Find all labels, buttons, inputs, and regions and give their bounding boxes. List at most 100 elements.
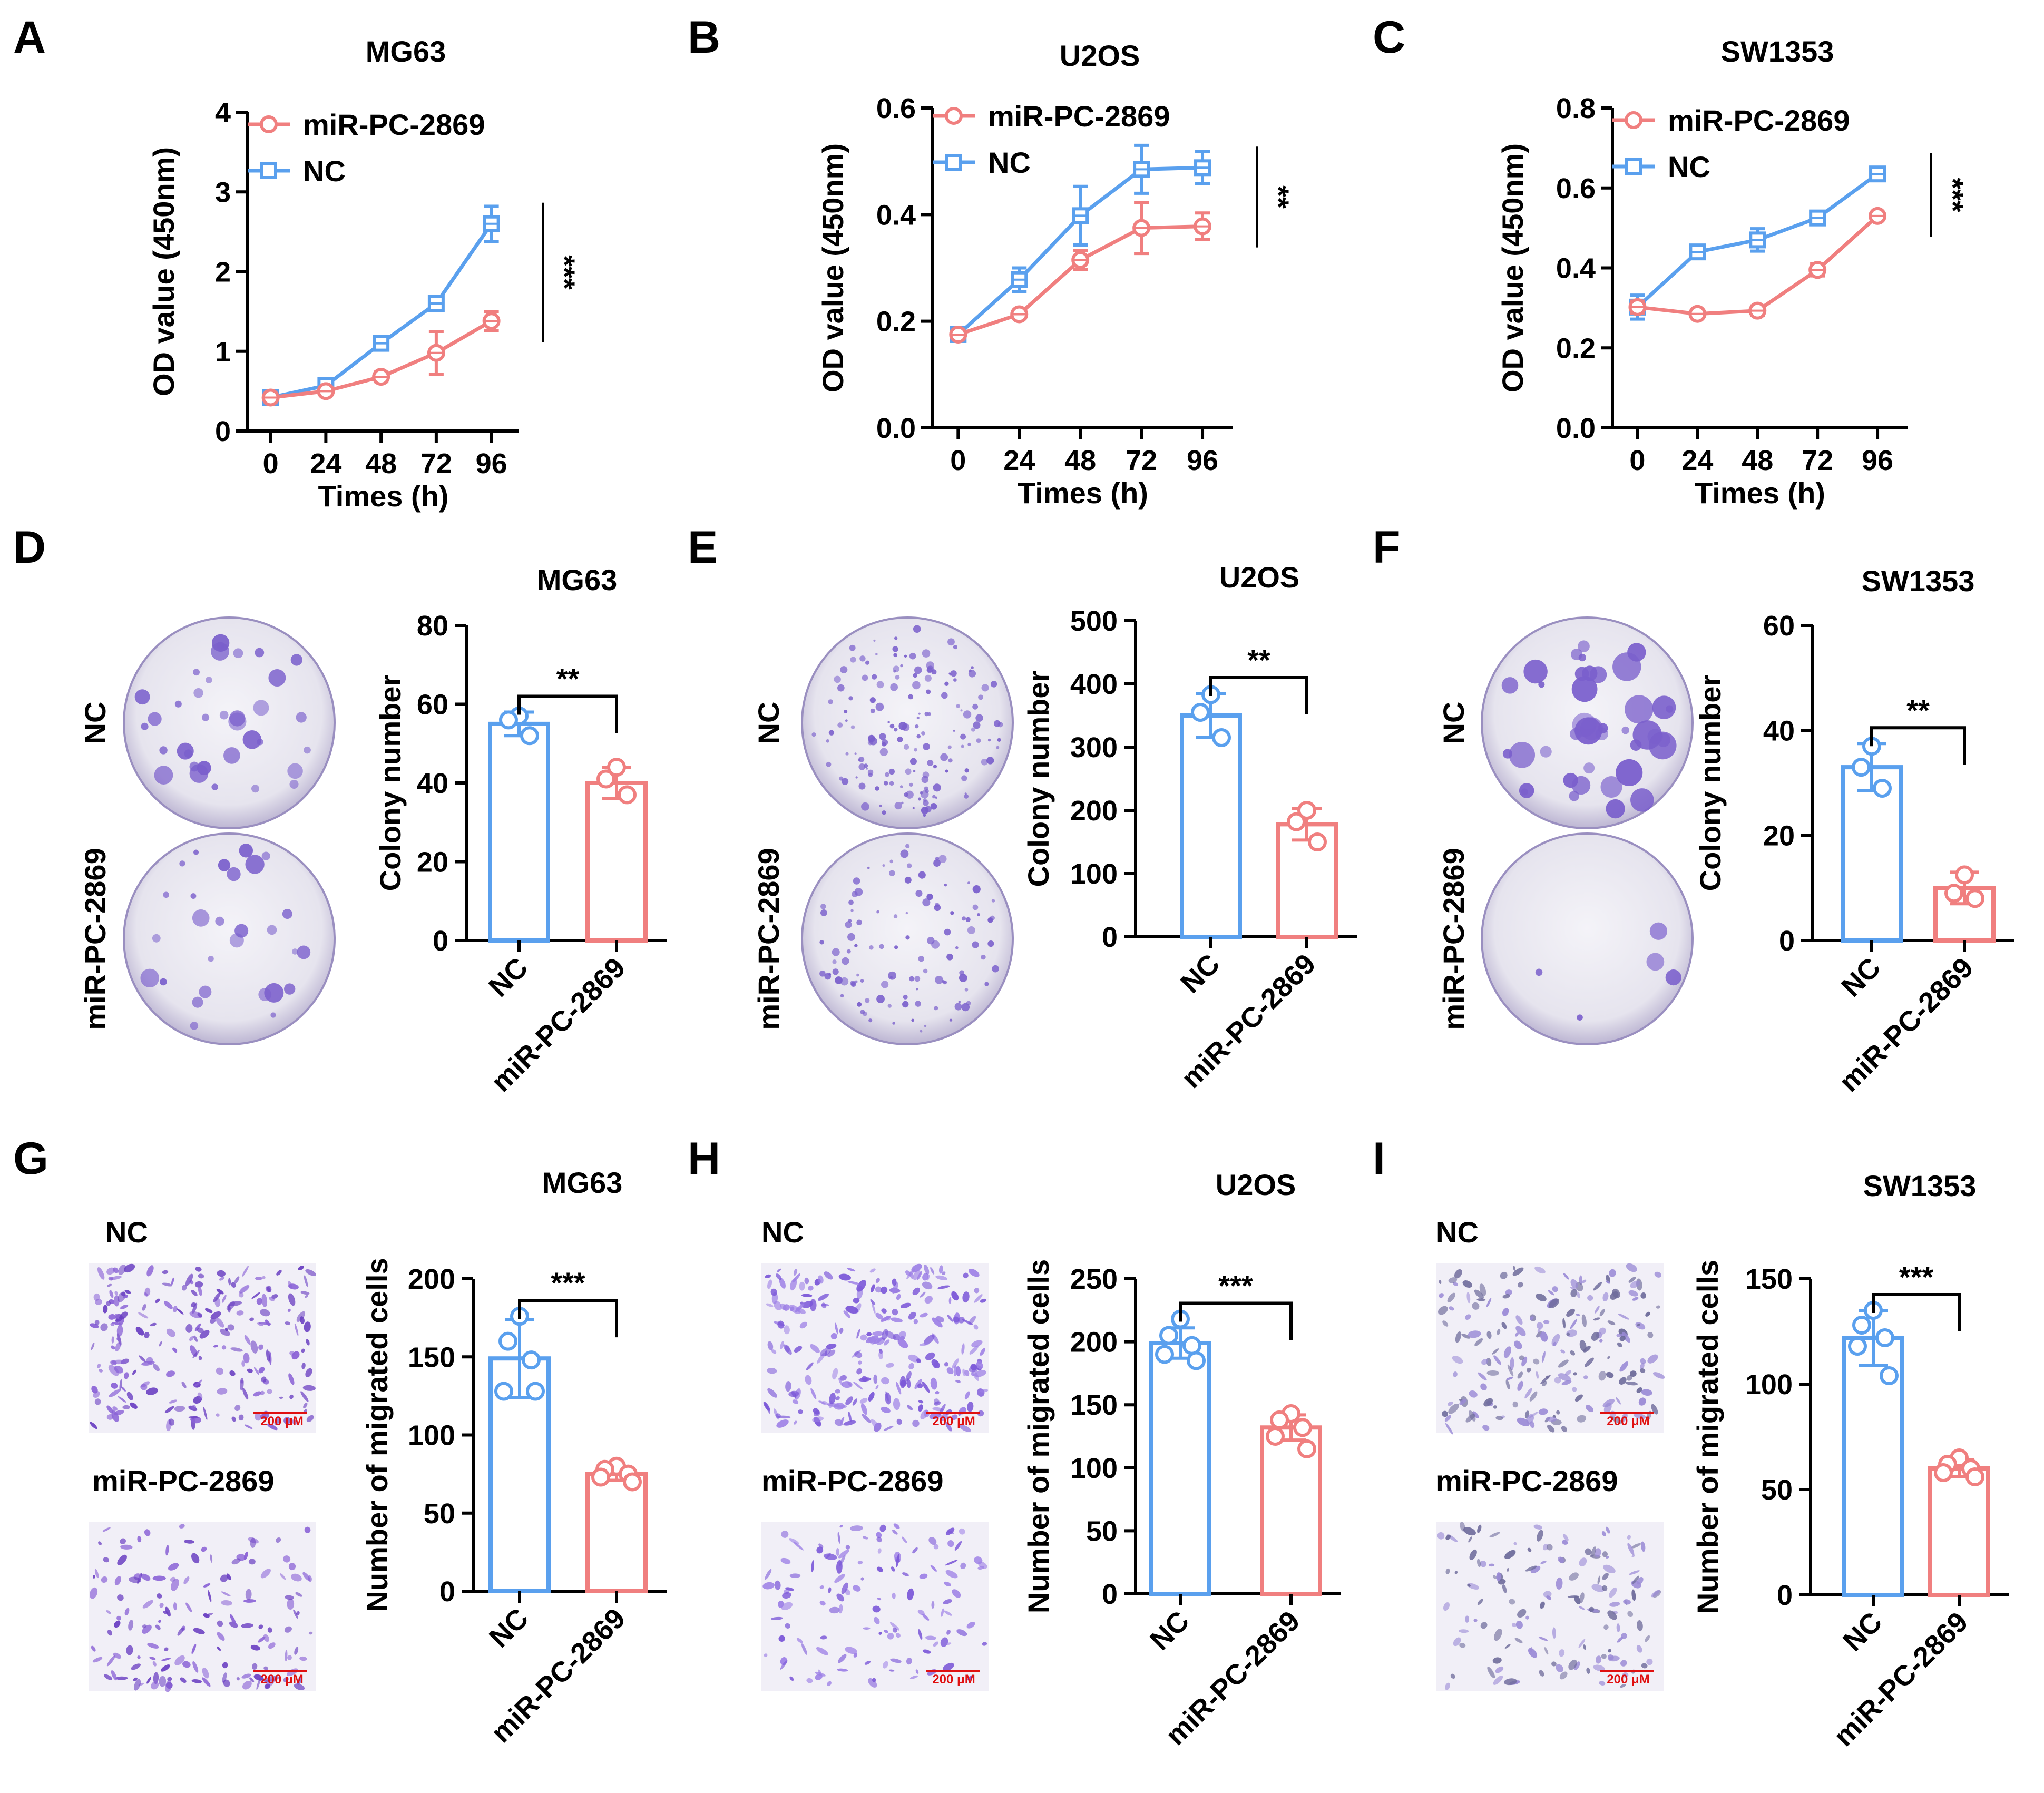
cell: [155, 1298, 160, 1304]
cell: [249, 1317, 254, 1321]
cell: [818, 1543, 824, 1549]
cell: [820, 1347, 832, 1357]
cell: [1488, 1563, 1495, 1567]
cell: [1631, 1543, 1641, 1549]
data-point: [1297, 1439, 1316, 1458]
cell: [115, 1676, 128, 1680]
cell: [204, 1308, 213, 1314]
cell: [1533, 1524, 1543, 1530]
colony: [900, 849, 909, 858]
cell: [1506, 1377, 1513, 1380]
plate-dish: [801, 616, 1014, 829]
cell: [1442, 1410, 1449, 1417]
colony: [922, 898, 931, 907]
colony: [148, 712, 162, 726]
cell: [192, 1302, 198, 1314]
plate-label-nc: NC: [1437, 702, 1470, 744]
colony: [921, 731, 925, 736]
cell: [813, 1408, 819, 1415]
cell: [1529, 1316, 1534, 1320]
colony: [856, 919, 862, 926]
cell: [146, 1357, 153, 1364]
cell: [138, 1312, 149, 1319]
colony: [869, 737, 877, 746]
cell: [234, 1405, 241, 1412]
cell: [1439, 1293, 1444, 1298]
colony: [893, 914, 898, 918]
y-tick-label: 1: [215, 336, 231, 368]
cell: [1656, 1305, 1660, 1309]
cell: [192, 1350, 200, 1358]
micrograph-label-mir: miR-PC-2869: [761, 1464, 943, 1497]
bar-mir-pc-2869: [585, 1472, 648, 1593]
cell: [944, 1581, 951, 1586]
colony: [215, 916, 224, 926]
colony: [997, 738, 1001, 742]
cell: [1607, 1356, 1610, 1359]
colony: [920, 1030, 923, 1033]
cell: [875, 1385, 879, 1390]
cell: [260, 1309, 270, 1317]
cell: [216, 1317, 224, 1328]
colony: [947, 638, 955, 646]
colony: [837, 722, 843, 728]
cell: [1517, 1380, 1523, 1391]
cell: [780, 1660, 788, 1670]
colony: [1600, 776, 1622, 798]
cell: [146, 1387, 158, 1395]
cell: [1647, 1354, 1658, 1364]
cell: [1469, 1390, 1478, 1398]
cell: [197, 1392, 203, 1400]
cell: [782, 1592, 791, 1599]
cell: [300, 1391, 309, 1402]
colony: [1501, 677, 1519, 694]
cell: [945, 1560, 958, 1566]
chart-title: U2OS: [1219, 561, 1300, 594]
cell: [252, 1663, 258, 1670]
cell: [203, 1583, 211, 1588]
colony: [856, 973, 859, 977]
cell: [1481, 1358, 1489, 1365]
cell: [106, 1267, 115, 1275]
cell: [1556, 1664, 1563, 1672]
cell: [1486, 1370, 1500, 1376]
cell: [117, 1554, 127, 1566]
cell: [835, 1396, 840, 1400]
cell: [1637, 1576, 1644, 1585]
cell: [1439, 1280, 1442, 1285]
cell: [1544, 1647, 1549, 1655]
cell: [1608, 1649, 1612, 1653]
cell: [306, 1339, 310, 1346]
y-tick-label: 0: [1777, 1580, 1793, 1611]
colony: [938, 855, 947, 864]
colony: [975, 714, 983, 722]
cell: [876, 1566, 883, 1572]
cell: [973, 1324, 979, 1330]
colony: [862, 674, 868, 681]
cell: [1606, 1526, 1610, 1534]
cell: [108, 1365, 119, 1376]
cell: [193, 1628, 205, 1634]
cell: [860, 1334, 867, 1341]
cell: [1638, 1397, 1646, 1406]
cell: [832, 1367, 838, 1380]
cell: [213, 1345, 218, 1348]
cell: [130, 1402, 138, 1409]
cell: [1620, 1660, 1627, 1667]
cell: [1591, 1546, 1596, 1557]
colony: [970, 666, 974, 670]
colony: [894, 945, 898, 949]
cell: [300, 1291, 310, 1295]
cell: [867, 1336, 872, 1341]
colony: [875, 786, 879, 791]
data-point: [1182, 1336, 1201, 1355]
cell: [1449, 1306, 1454, 1311]
micrograph-background: [1436, 1263, 1664, 1433]
cell: [1483, 1398, 1493, 1407]
cell: [892, 1278, 897, 1286]
cell: [884, 1630, 888, 1633]
cell: [885, 1316, 891, 1321]
cell: [1607, 1610, 1617, 1620]
cell: [817, 1293, 829, 1301]
